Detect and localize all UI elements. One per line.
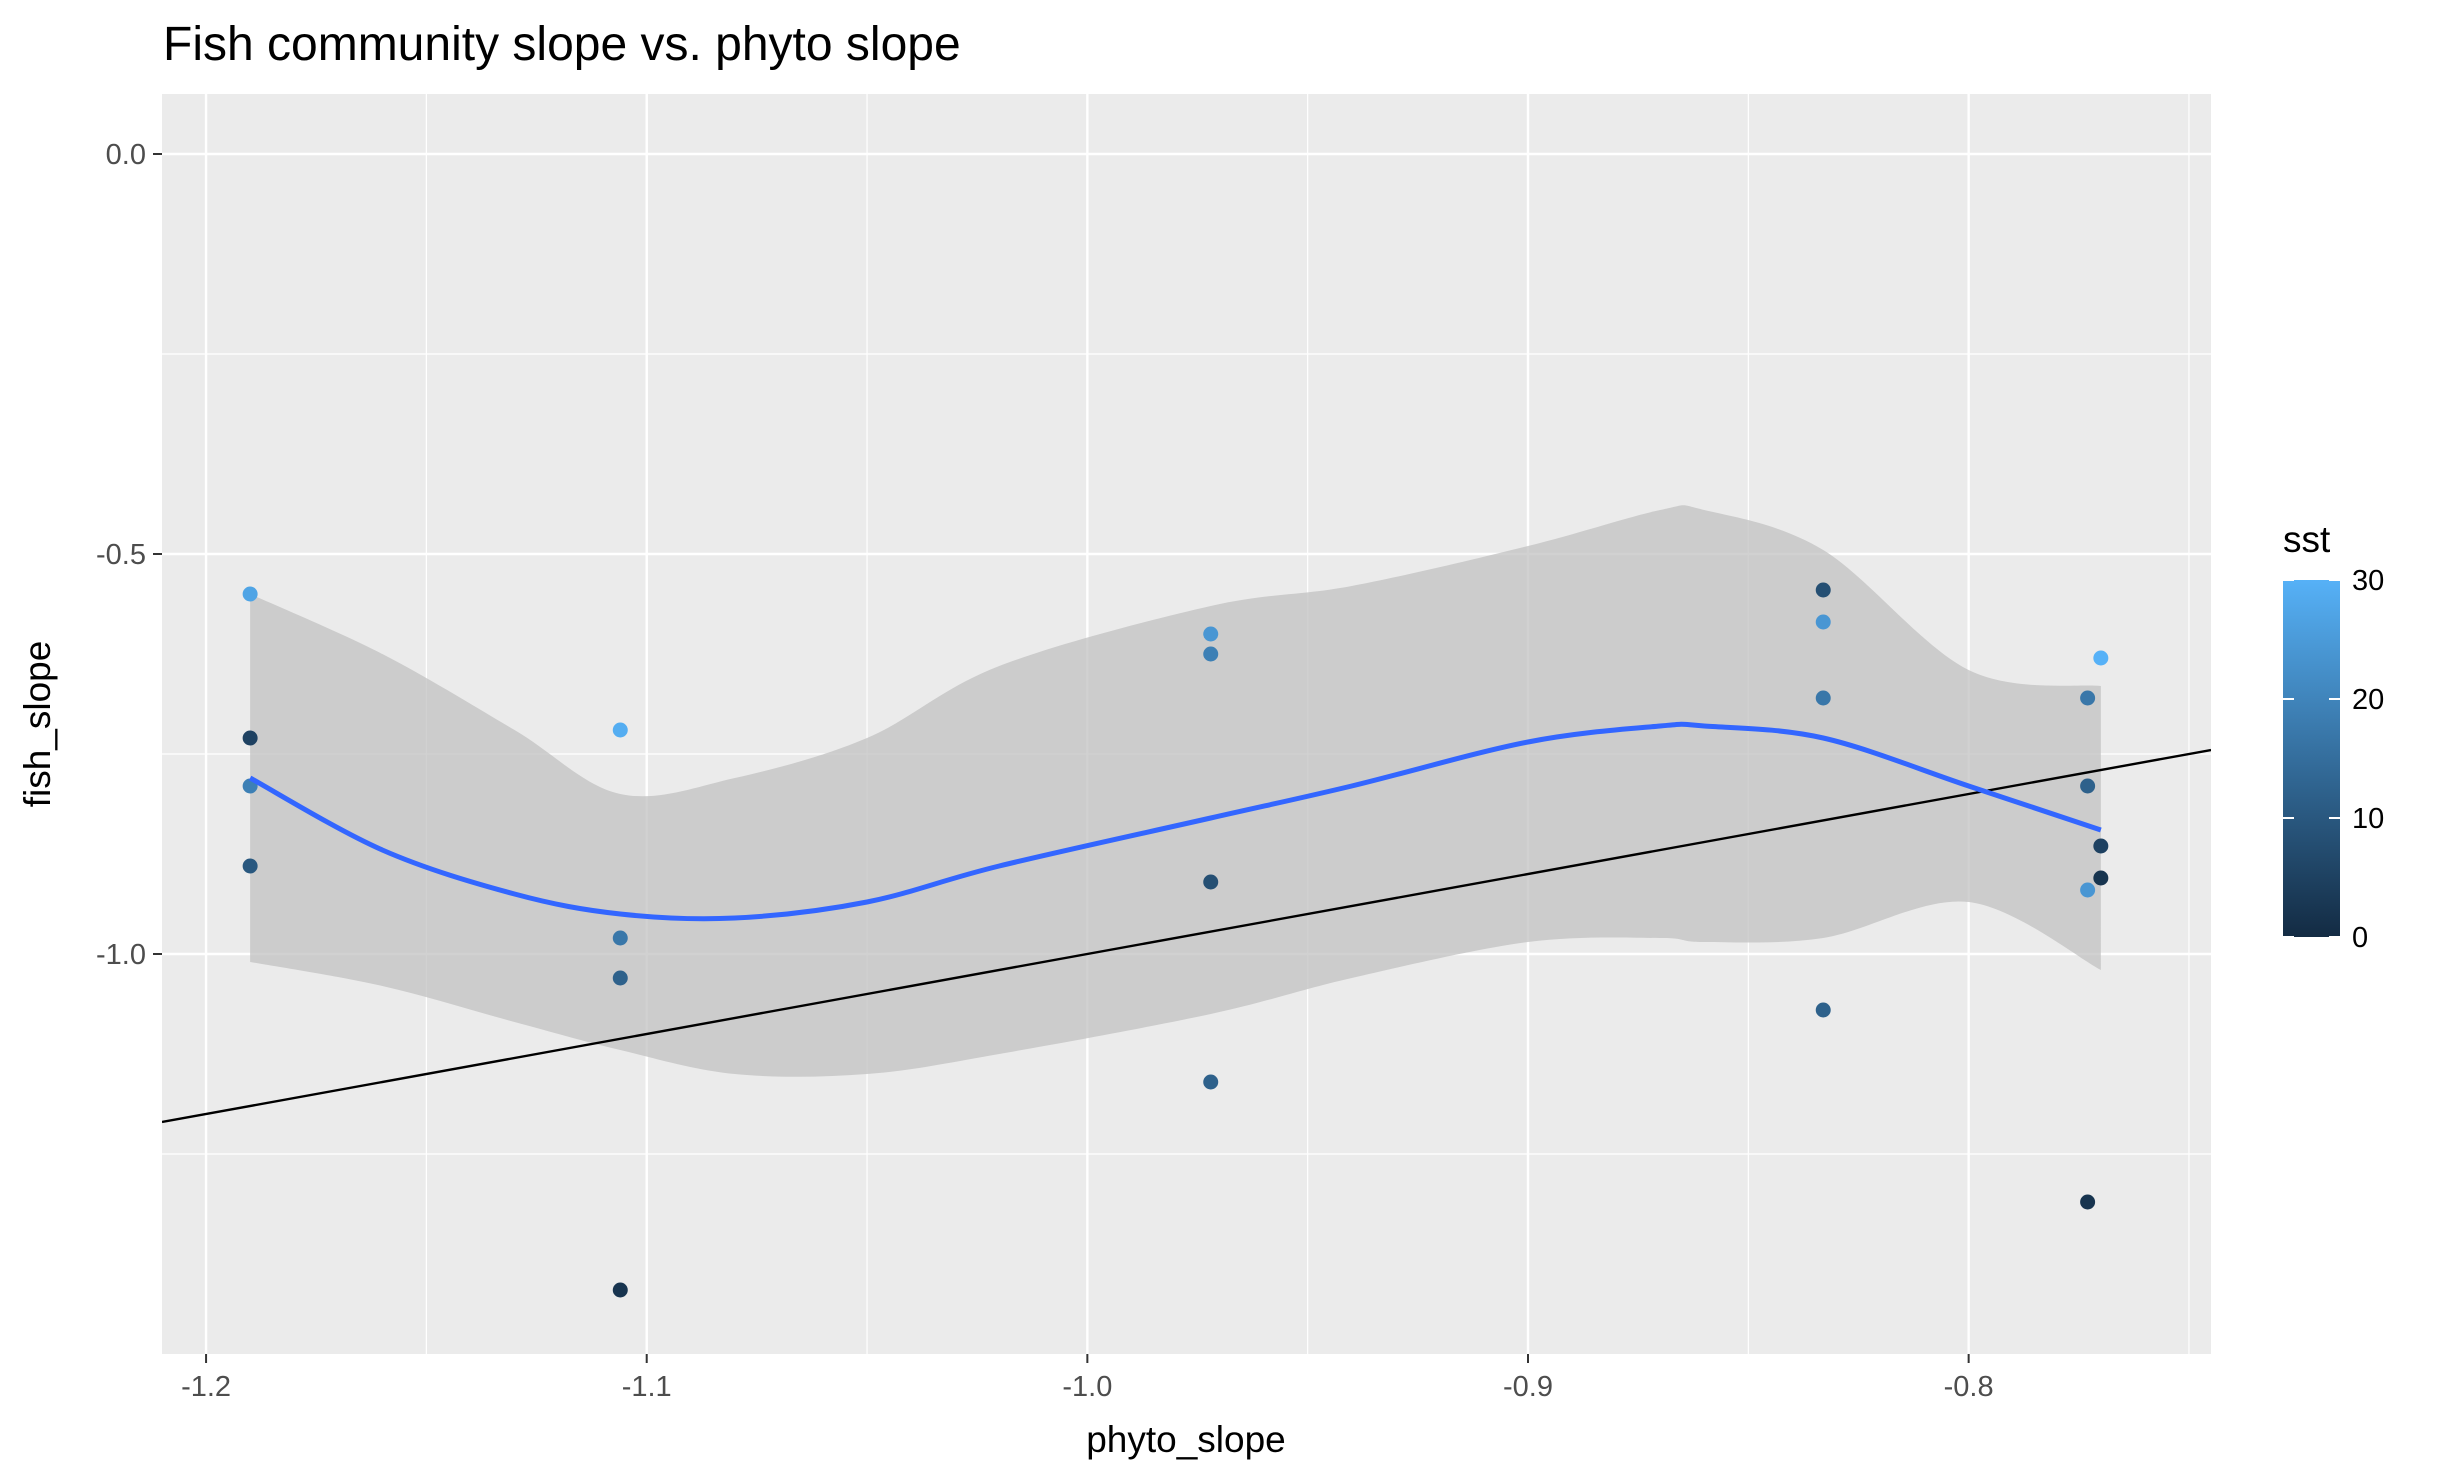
scatter-point — [1815, 690, 1831, 706]
x-tick-label: -1.2 — [181, 1371, 231, 1403]
scatter-point — [242, 858, 258, 874]
scatter-point — [1815, 614, 1831, 630]
scatter-point — [1203, 646, 1219, 662]
scatter-point — [1203, 1074, 1219, 1090]
legend-colorbar — [2283, 580, 2340, 937]
scatter-point — [612, 722, 628, 738]
x-tick-label: -1.1 — [622, 1371, 672, 1403]
confidence-ribbon — [250, 505, 2101, 1077]
confidence-ribbon-layer — [250, 505, 2101, 1077]
legend-tick-label: 10 — [2352, 803, 2384, 835]
scatter-point — [2080, 690, 2096, 706]
scatter-point — [2080, 1194, 2096, 1210]
chart-title: Fish community slope vs. phyto slope — [163, 18, 961, 71]
scatter-point — [612, 970, 628, 986]
scatter-point — [1815, 582, 1831, 598]
scatter-point — [2093, 870, 2109, 886]
scatter-point — [2080, 778, 2096, 794]
legend-tick-label: 30 — [2352, 565, 2384, 597]
scatter-point — [2093, 838, 2109, 854]
scatter-point — [612, 930, 628, 946]
y-tick-label: -1.0 — [96, 939, 146, 971]
reference-line — [162, 748, 2211, 1124]
y-axis-ticks: 0.0 -0.5 -1.0 — [96, 139, 162, 971]
smooth-line-layer — [248, 721, 2102, 922]
y-tick-label: 0.0 — [106, 139, 146, 171]
y-axis-title: fish_slope — [17, 641, 58, 808]
legend-title: sst — [2283, 519, 2331, 560]
x-axis-ticks: -1.2 -1.1 -1.0 -0.9 -0.8 — [181, 1354, 1994, 1403]
scatter-point — [242, 586, 258, 602]
points-layer — [242, 582, 2109, 1298]
scatter-point — [242, 730, 258, 746]
reference-line-layer — [162, 748, 2211, 1124]
legend: sst 0 10 20 30 — [2283, 519, 2384, 954]
legend-tick-label: 20 — [2352, 684, 2384, 716]
scatter-point — [1203, 874, 1219, 890]
x-tick-label: -0.9 — [1503, 1371, 1553, 1403]
scatter-point — [1815, 1002, 1831, 1018]
y-tick-label: -0.5 — [96, 539, 146, 571]
legend-tick-label: 0 — [2352, 922, 2368, 954]
scatter-point — [612, 1282, 628, 1298]
smooth-line — [248, 721, 2102, 922]
x-tick-label: -0.8 — [1944, 1371, 1994, 1403]
legend-ticks: 0 10 20 30 — [2283, 565, 2384, 954]
scatter-point — [2093, 650, 2109, 666]
x-axis-title: phyto_slope — [1086, 1419, 1286, 1460]
x-tick-label: -1.0 — [1062, 1371, 1112, 1403]
scatter-point — [1203, 626, 1219, 642]
scatter-point — [2080, 882, 2096, 898]
